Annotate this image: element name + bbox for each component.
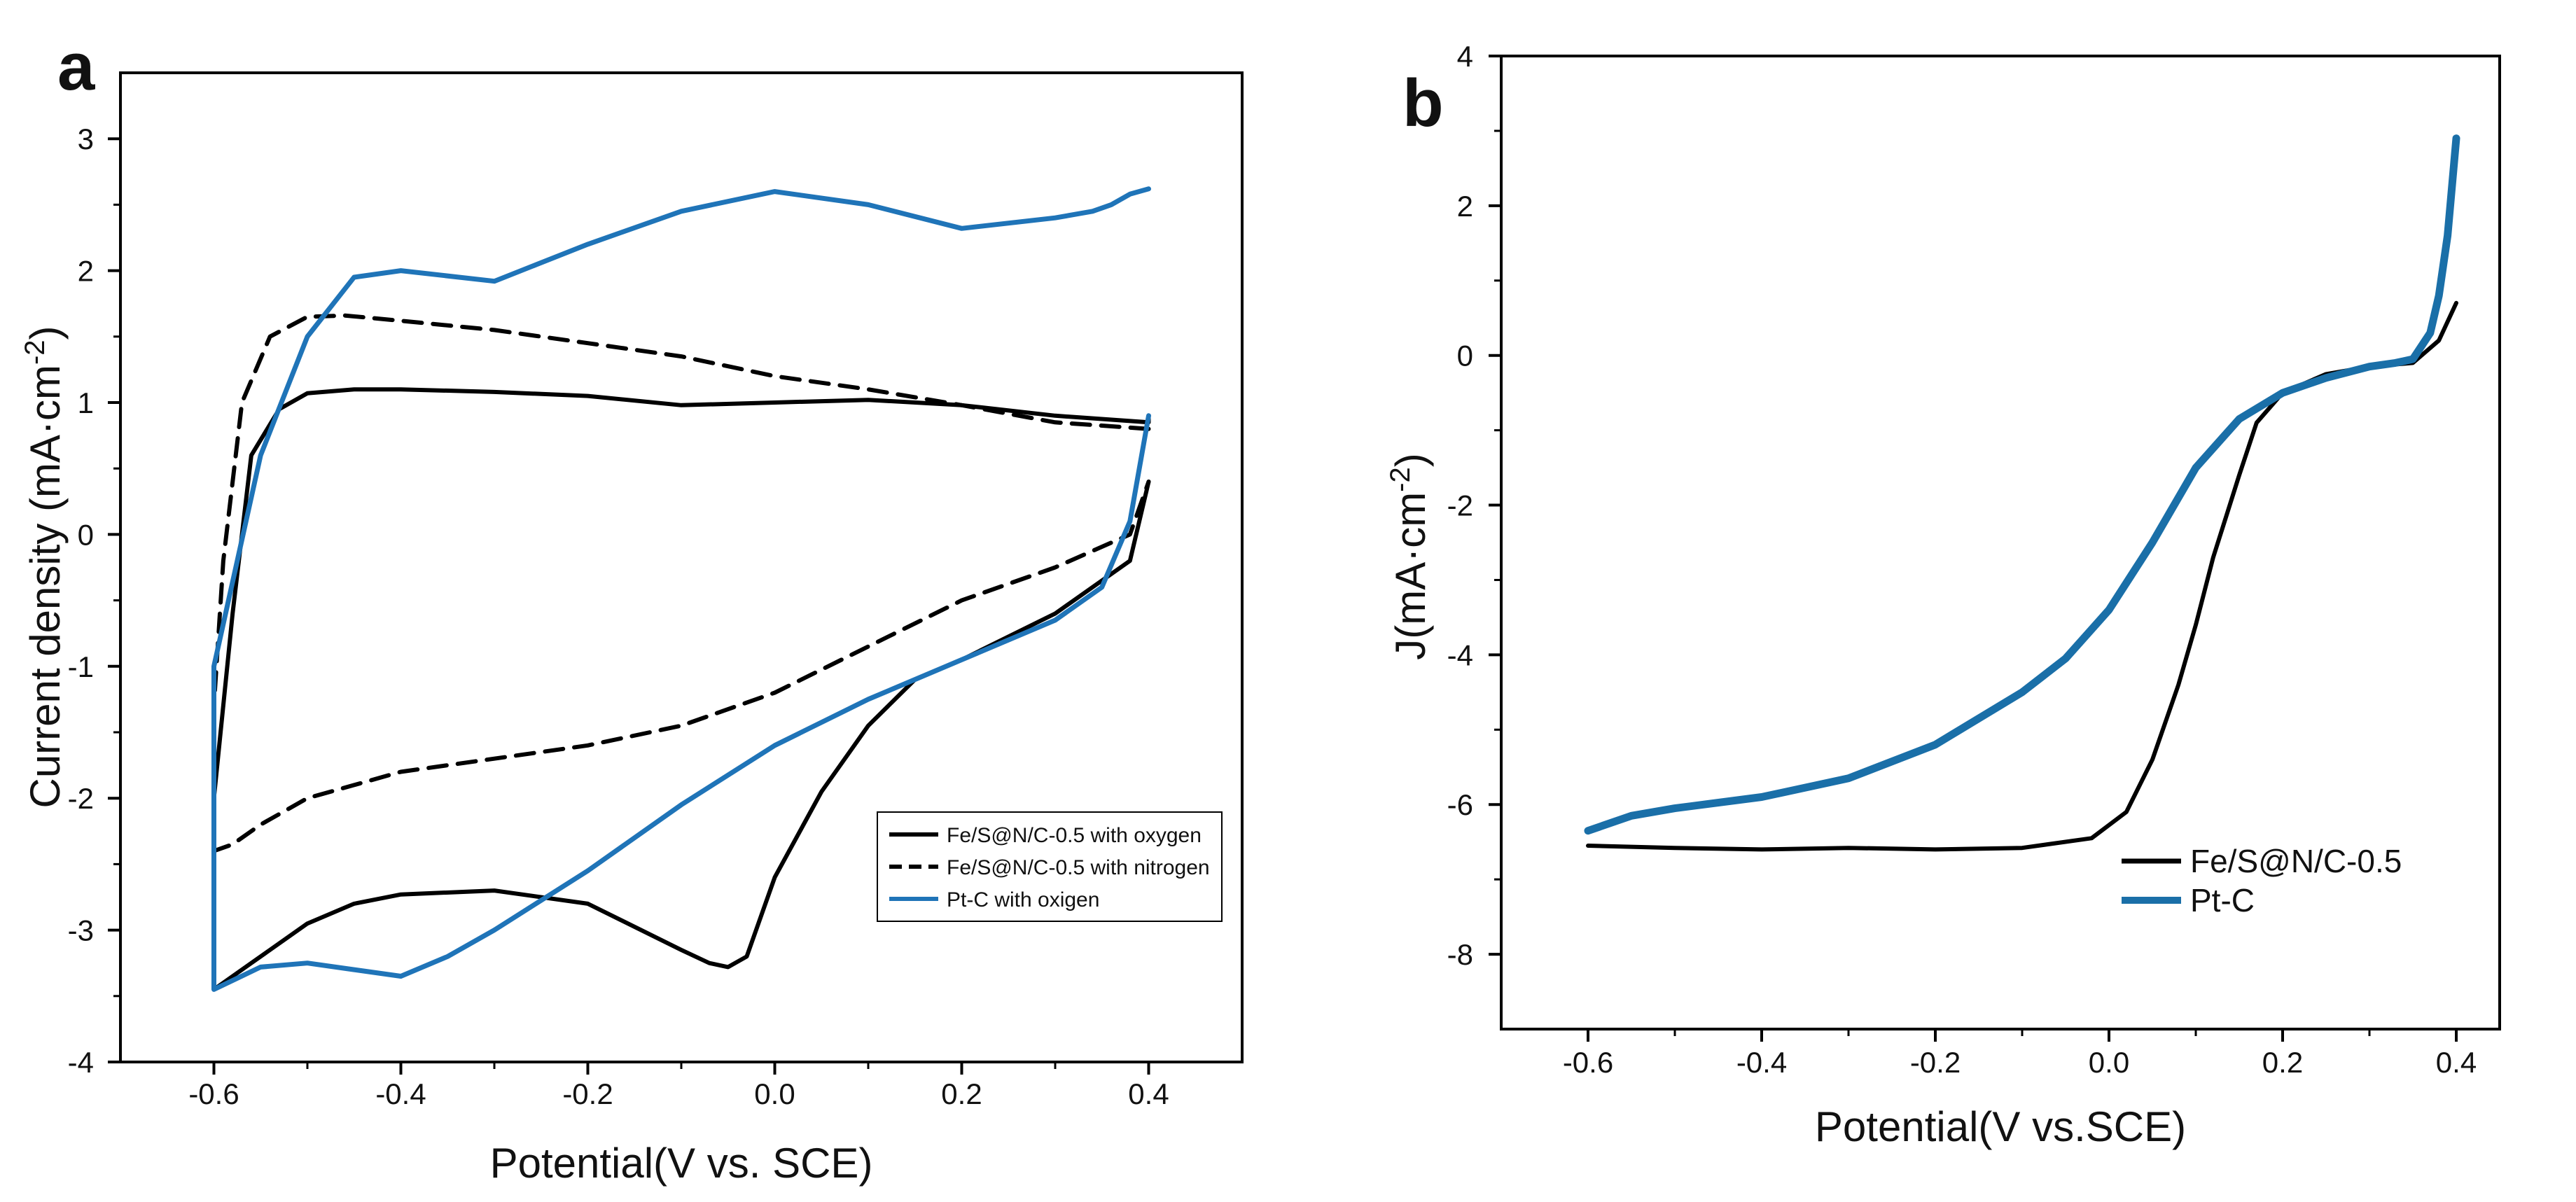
panel-b-y-tick-label: -8 [1447,938,1473,971]
panel-a-y-tick-label: 2 [78,255,94,288]
panel-b-y-tick-label: 2 [1457,190,1473,223]
panel-a-y-tick-label: -1 [68,650,94,683]
panel-a-x-tick-label: 0.4 [1128,1077,1169,1110]
panel-a-letter: a [57,29,95,104]
panel-b-y-tick-label: 4 [1457,40,1473,73]
panel-a-y-tick-label: 1 [78,386,94,419]
panel-b-y-ticks: -8 -6 -4 -2 0 2 4 [1447,40,1501,971]
panel-a-y-tick-label: -3 [68,914,94,947]
panel-a-y-axis-title-sup: -2 [20,340,50,365]
panel-b-x-axis-title: Potential(V vs.SCE) [1815,1103,2186,1150]
panel-b: b -0.6 -0.4 -0.2 0.0 0.2 0.4 -8 -6 -4 -2 0 2 4 Pote… [1385,40,2501,1150]
panel-b-y-tick-label: -4 [1447,638,1473,671]
panel-a-x-ticks: -0.6 -0.4 -0.2 0.0 0.2 0.4 [188,1062,1169,1110]
panel-b-y-tick-label: 0 [1457,340,1473,372]
panel-a-x-axis-title: Potential(V vs. SCE) [490,1140,873,1187]
panel-b-y-axis-title-sup: -2 [1385,467,1416,492]
panel-a-y-tick-label: -2 [68,782,94,815]
panel-a-x-tick-label: 0.0 [754,1077,795,1110]
panel-a-y-tick-label: 3 [78,123,94,155]
panel-b-plot-frame [1500,55,2501,1030]
panel-a-series-1-line [211,387,1151,992]
panel-b-series-1-line [1586,300,2458,852]
panel-a-y-tick-label: -4 [68,1046,94,1079]
panel-a-y-ticks: -4 -3 -2 -1 0 1 2 3 [68,123,120,1079]
panel-b-x-tick-label: -0.6 [1563,1046,1613,1079]
panel-a-series-3-line [211,186,1151,992]
panel-b-legend-label: Fe/S@N/C-0.5 [2190,843,2402,879]
panel-b-y-tick-label: -6 [1447,788,1473,821]
panel-b-x-tick-label: 0.4 [2436,1046,2477,1079]
panel-b-x-tick-label: 0.0 [2089,1046,2129,1079]
panel-a-series-2-line [211,313,1151,853]
panel-a-y-axis-title-main: Current density (mA·cm [22,365,69,808]
panel-a-legend-label: Fe/S@N/C-0.5 with nitrogen [947,856,1210,879]
panel-b-legend: Fe/S@N/C-0.5Pt-C [2122,843,2402,918]
panel-b-y-axis-title-tail: ) [1387,453,1434,467]
panel-a-series-layer [211,186,1151,992]
panel-a-x-tick-label: 0.2 [941,1077,982,1110]
panel-a-x-tick-label: -0.2 [562,1077,613,1110]
panel-b-letter: b [1402,66,1444,141]
panel-a-legend-label: Pt-C with oxigen [947,888,1099,911]
panel-b-y-axis-title-main: J(mA·cm [1387,492,1434,660]
panel-b-legend-label: Pt-C [2190,882,2255,918]
panel-a: a -0.6 -0.4 -0.2 0.0 0.2 0.4 -4 -3 -2 -1 0 1 2 3 Pot… [20,29,1244,1187]
panel-b-y-axis-title: J(mA·cm-2) [1385,453,1434,660]
panel-a-y-axis-title-tail: ) [22,326,69,340]
panel-b-x-tick-label: -0.2 [1910,1046,1961,1079]
panel-b-x-tick-label: -0.4 [1736,1046,1787,1079]
panel-b-x-tick-label: 0.2 [2262,1046,2303,1079]
panel-a-legend: Fe/S@N/C-0.5 with oxygen Fe/S@N/C-0.5 wit… [877,811,1223,922]
panel-a-x-tick-label: -0.4 [375,1077,426,1110]
panel-b-x-ticks: -0.6 -0.4 -0.2 0.0 0.2 0.4 [1563,1029,2477,1079]
panel-b-series-layer [1584,134,2460,852]
panel-a-legend-label: Fe/S@N/C-0.5 with oxygen [947,824,1202,847]
panel-b-y-tick-label: -2 [1447,489,1473,522]
panel-b-series-2-line [1584,134,2460,835]
panel-a-y-tick-label: 0 [78,518,94,551]
panel-a-x-tick-label: -0.6 [188,1077,239,1110]
panel-a-y-axis-title: Current density (mA·cm-2) [20,326,69,808]
